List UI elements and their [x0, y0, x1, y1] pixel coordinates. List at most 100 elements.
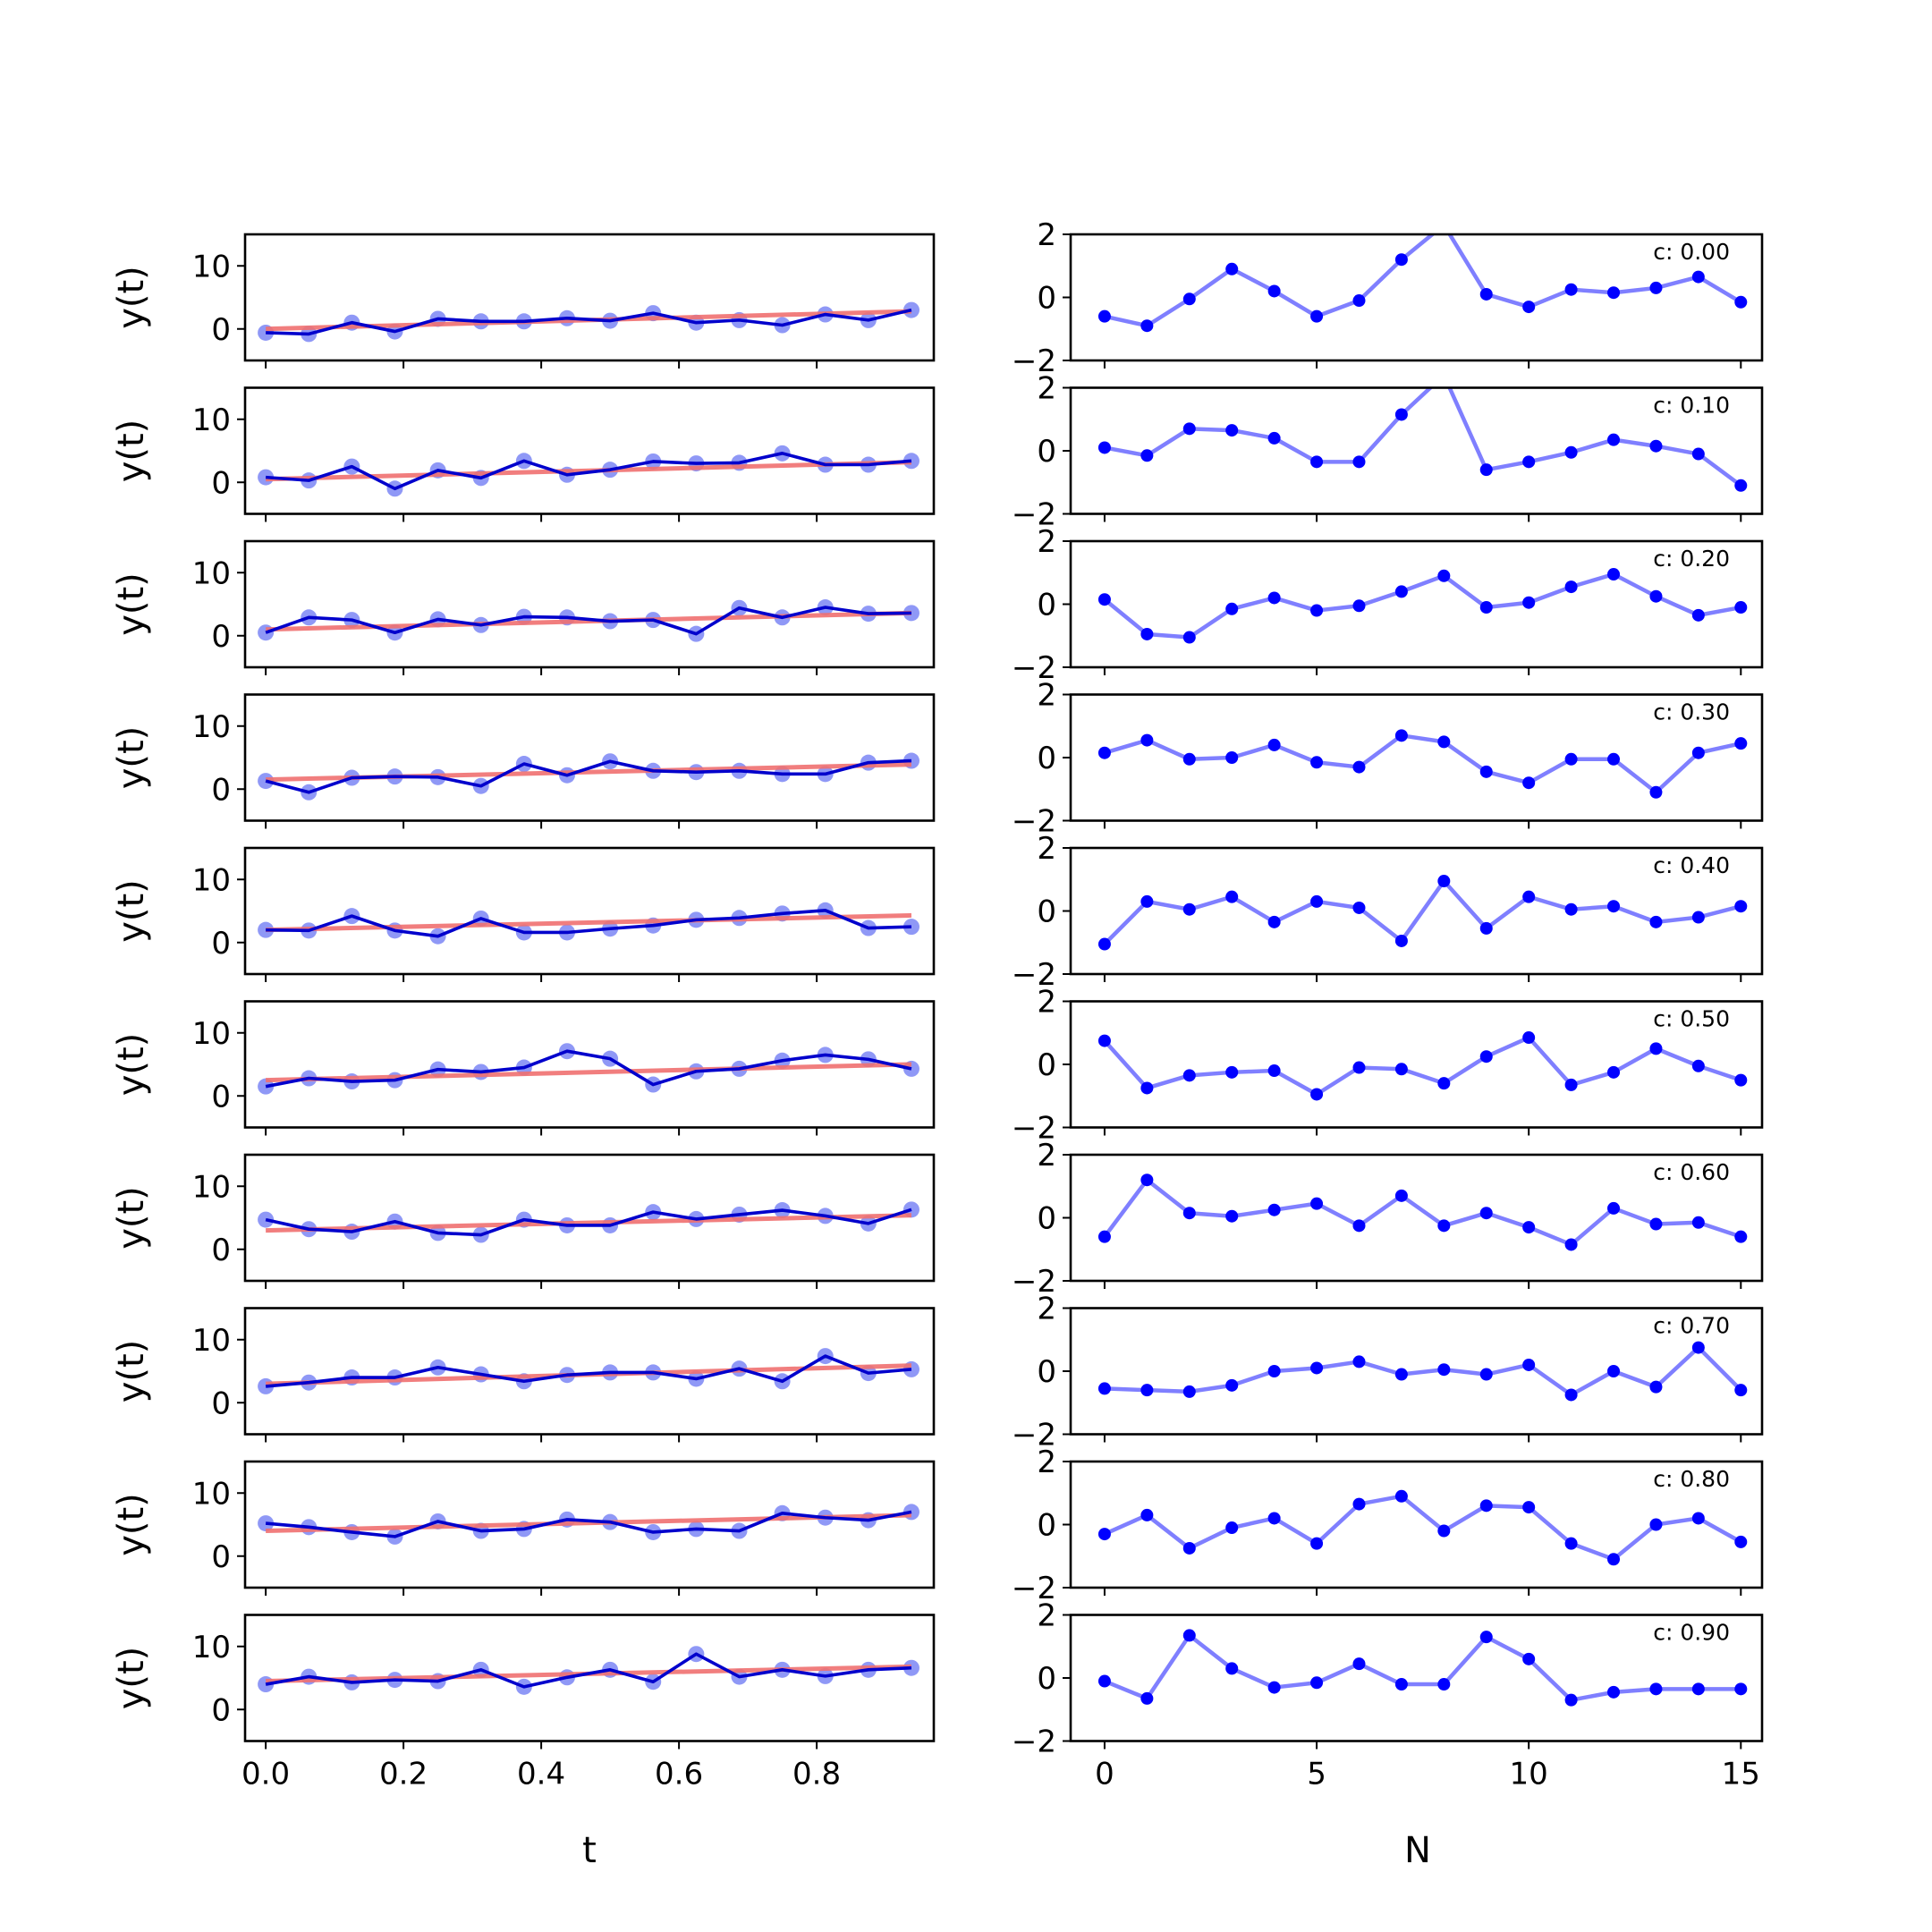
annotation-label: c: 0.30 — [1653, 699, 1730, 725]
residual-point — [1225, 1209, 1239, 1223]
series-line — [265, 1208, 912, 1237]
residual-point — [1564, 902, 1578, 916]
left-panel-c-0.4: 0 10 y(t) — [111, 846, 936, 982]
residual-point — [1140, 894, 1154, 908]
residual-point — [1649, 1380, 1663, 1394]
residual-point — [1522, 1358, 1536, 1371]
residual-point — [1479, 287, 1493, 301]
residual-line — [1104, 234, 1742, 328]
residual-point — [1182, 1385, 1196, 1398]
residual-point — [1564, 1078, 1578, 1091]
residual-point — [1352, 901, 1366, 914]
residual-point — [1225, 751, 1239, 764]
residual-point — [1607, 1201, 1621, 1215]
residual-point — [1394, 1678, 1408, 1691]
series-line — [265, 1354, 912, 1388]
residual-point — [1097, 593, 1111, 606]
residual-point — [1140, 1508, 1154, 1521]
y-tick-label: 2 — [1037, 831, 1056, 867]
residual-point — [1691, 447, 1705, 461]
fit-line — [266, 1513, 912, 1534]
y-tick-label: 0 — [211, 1692, 231, 1728]
y-tick-label: 10 — [192, 709, 231, 745]
residual-point — [1734, 1230, 1748, 1243]
left-panel-c-0.6: 0 10 y(t) — [111, 1153, 936, 1289]
plot-frame — [243, 1460, 936, 1589]
residual-point — [1649, 915, 1663, 928]
residual-point — [1522, 455, 1536, 469]
residual-line — [1104, 1345, 1742, 1397]
residual-point — [1564, 1537, 1578, 1550]
residual-point — [1097, 1034, 1111, 1047]
residual-point — [1734, 601, 1748, 614]
residual-point — [1649, 1217, 1663, 1231]
left-panel-c-0.1: 0 10 y(t) — [111, 386, 936, 522]
residual-point — [1479, 921, 1493, 935]
y-tick-label: 2 — [1037, 1445, 1056, 1480]
y-tick-label: 10 — [192, 402, 231, 438]
y-tick-label: 2 — [1037, 1598, 1056, 1634]
x-axis-label-t: t — [582, 1830, 597, 1871]
residual-point — [1522, 1221, 1536, 1234]
residual-point — [1734, 1384, 1748, 1397]
residual-point — [1607, 752, 1621, 766]
residual-point — [1734, 295, 1748, 309]
residual-point — [1394, 729, 1408, 742]
residual-point — [1394, 1189, 1408, 1202]
y-tick-label: −2 — [1012, 650, 1056, 686]
residual-point — [1734, 900, 1748, 913]
y-tick-label: 10 — [192, 1630, 231, 1665]
series-line — [265, 452, 912, 491]
residual-point — [1437, 1077, 1451, 1090]
residual-point — [1310, 1676, 1324, 1690]
residual-point — [1437, 369, 1450, 381]
residual-point — [1394, 408, 1408, 421]
y-axis-label: y(t) — [111, 419, 152, 483]
left-panel-c-0.9: 0 10 0.0 0.2 0.4 0.6 0.8 y(t) — [111, 1614, 936, 1792]
annotation-label: c: 0.40 — [1653, 852, 1730, 878]
residual-point — [1691, 270, 1705, 284]
plot-frame — [1069, 1614, 1764, 1742]
y-axis-label: y(t) — [111, 1033, 152, 1097]
y-tick-label: −2 — [1012, 1111, 1056, 1147]
residual-point — [1479, 1631, 1493, 1644]
residual-point — [1564, 283, 1578, 296]
y-tick-label: 2 — [1037, 1292, 1056, 1327]
residual-line — [1103, 878, 1741, 946]
left-panel-c-0.5: 0 10 y(t) — [111, 1000, 936, 1136]
residual-data — [1097, 1174, 1748, 1251]
residual-point — [1564, 1388, 1578, 1402]
annotation-label: c: 0.10 — [1653, 393, 1730, 419]
right-panel-080: 2 0 −2 c: 0.80 — [1012, 1445, 1764, 1606]
plot-frame — [1069, 233, 1764, 362]
y-tick-label: 2 — [1037, 985, 1056, 1021]
residual-point — [1352, 294, 1366, 308]
y-tick-label: 10 — [192, 555, 231, 591]
residual-point — [1437, 1363, 1451, 1377]
residual-point — [1225, 1521, 1239, 1535]
y-axis-label: y(t) — [111, 879, 152, 943]
residual-point — [1394, 934, 1408, 947]
left-panel-c-0.7: 0 10 y(t) — [111, 1307, 936, 1443]
y-tick-label: 10 — [192, 249, 231, 284]
plot-frame — [243, 1614, 936, 1742]
residual-point — [1182, 1629, 1196, 1642]
right-panel-070: 2 0 −2 c: 0.70 — [1012, 1292, 1764, 1453]
residual-point — [1394, 1489, 1408, 1503]
residual-point — [1097, 937, 1111, 951]
residual-point — [1691, 911, 1705, 924]
residual-point — [1352, 1497, 1366, 1511]
y-tick-label: 0 — [211, 312, 231, 348]
residual-point — [1649, 439, 1663, 453]
y-axis-label: y(t) — [111, 572, 152, 636]
y-tick-label: 2 — [1037, 371, 1056, 407]
x-tick-label: 0.0 — [242, 1757, 290, 1792]
residual-point — [1097, 746, 1111, 759]
x-tick-label: 10 — [1510, 1757, 1548, 1792]
residual-point — [1310, 756, 1324, 769]
residual-point — [1437, 875, 1451, 888]
y-tick-label: 0 — [211, 1539, 231, 1575]
residual-point — [1691, 1512, 1705, 1525]
y-tick-label: 0 — [211, 1079, 231, 1114]
